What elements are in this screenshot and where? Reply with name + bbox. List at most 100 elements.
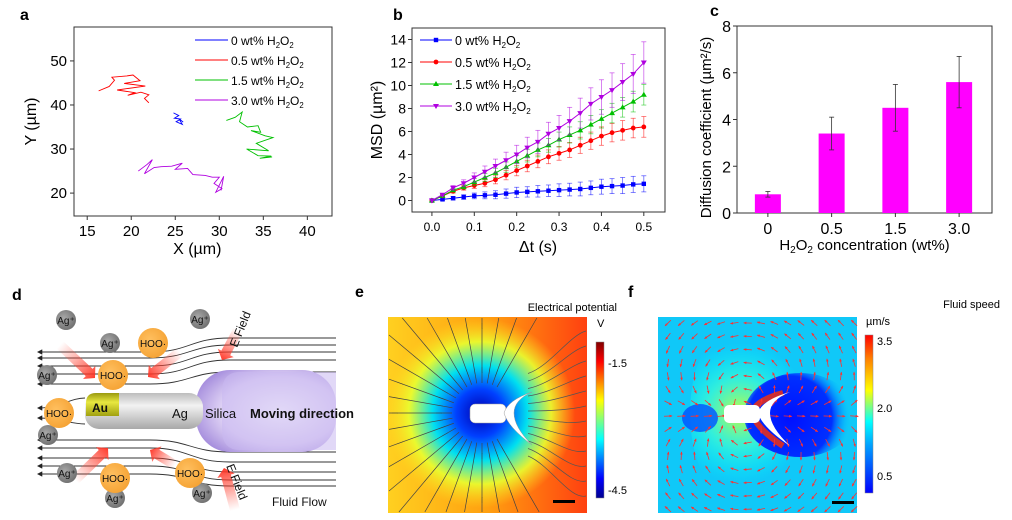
velocity-arrow	[798, 385, 804, 394]
mechanism-schematic: Au Ag Silica Moving direction Ag⁺Ag⁺Ag⁺A…	[36, 309, 354, 512]
data-point	[503, 172, 509, 178]
data-point	[599, 184, 604, 189]
velocity-arrow	[693, 451, 696, 461]
velocity-arrow	[731, 386, 738, 393]
scale-bar	[553, 500, 575, 503]
field-line	[527, 448, 587, 482]
velocity-arrow	[665, 478, 671, 487]
data-point	[492, 164, 499, 169]
velocity-arrow	[756, 347, 765, 352]
x-tick-label: 35	[255, 223, 272, 240]
velocity-arrow	[824, 426, 832, 432]
velocity-arrow	[850, 414, 859, 418]
e-field-arrow	[217, 327, 243, 361]
field-arrow	[452, 377, 457, 383]
velocity-arrow	[677, 320, 685, 327]
velocity-arrow	[837, 400, 845, 406]
e-field-arrow	[217, 467, 240, 512]
velocity-arrow	[797, 320, 805, 326]
colorbar	[864, 334, 874, 494]
field-arrow	[436, 335, 441, 341]
velocity-arrow	[851, 492, 858, 500]
velocity-arrow	[812, 345, 817, 354]
velocity-arrow	[691, 492, 698, 499]
velocity-arrow	[783, 320, 792, 326]
velocity-arrow	[852, 385, 856, 394]
field-arrow	[466, 369, 469, 376]
colorbar-unit: V	[597, 318, 605, 330]
velocity-arrow	[785, 358, 790, 367]
x-tick-label: 0.3	[551, 220, 568, 234]
velocity-arrow	[665, 345, 671, 354]
velocity-arrow	[729, 335, 739, 338]
au-segment	[86, 393, 119, 416]
x-axis-label: Δt (s)	[519, 239, 557, 256]
field-arrow	[451, 328, 454, 335]
velocity-arrow	[824, 492, 831, 500]
motor-silhouette	[724, 392, 790, 446]
y-tick-label: 50	[50, 53, 67, 70]
field-arrow	[510, 491, 513, 498]
x-tick-label: 3.0	[948, 221, 970, 238]
field-arrow	[466, 324, 468, 331]
velocity-arrow	[771, 359, 778, 367]
legend-label: 0.5 wt% H2O2	[231, 54, 304, 70]
velocity-arrow	[729, 494, 739, 498]
velocity-arrow	[692, 465, 697, 474]
velocity-arrow	[665, 438, 671, 447]
data-point	[556, 126, 563, 132]
velocity-arrow	[717, 480, 725, 485]
velocity-arrow	[786, 371, 789, 381]
velocity-arrow	[797, 332, 805, 340]
data-point	[577, 127, 584, 133]
field-arrow	[488, 452, 491, 459]
legend-label: 0 wt% H2O2	[455, 34, 521, 50]
field-arrow	[496, 324, 498, 331]
velocity-arrow	[851, 478, 857, 487]
velocity-arrow	[837, 506, 845, 513]
ag-label: Ag	[172, 406, 188, 421]
velocity-arrow	[838, 332, 844, 340]
velocity-arrow	[664, 319, 672, 327]
velocity-arrow	[799, 465, 803, 474]
velocity-arrow	[770, 414, 780, 418]
data-point	[545, 131, 552, 137]
hoo-radical-label: HOO·	[140, 339, 166, 350]
velocity-arrow	[850, 399, 858, 406]
data-point	[587, 101, 594, 107]
field-arrow	[404, 454, 410, 459]
data-point	[471, 175, 478, 181]
velocity-arrow	[851, 332, 857, 340]
data-point	[546, 154, 551, 160]
hoo-radical-label: HOO·	[100, 371, 126, 382]
velocity-arrow	[743, 361, 752, 365]
data-point	[630, 125, 636, 131]
velocity-arrow	[770, 321, 779, 325]
velocity-arrow	[703, 320, 712, 326]
data-point	[620, 183, 625, 188]
velocity-arrow	[825, 439, 830, 447]
y-tick-label: 30	[50, 141, 67, 158]
data-point	[599, 133, 604, 139]
field-arrow	[452, 443, 457, 449]
velocity-arrow	[798, 345, 804, 354]
velocity-arrow	[718, 452, 724, 460]
velocity-arrow	[810, 426, 819, 432]
velocity-arrow	[838, 385, 844, 394]
y-tick-label: 8	[722, 19, 731, 36]
velocity-arrow	[756, 507, 766, 511]
data-point	[525, 189, 530, 195]
velocity-arrow	[799, 438, 803, 447]
data-point	[493, 177, 498, 183]
ions: Ag⁺ Ag⁺ Ag⁺ Ag⁺ Ag⁺ Ag⁺ Ag⁺ Ag⁺ HOO· HOO· HOO· HOO·…	[37, 309, 212, 508]
velocity-arrow	[717, 347, 725, 352]
silica-inner	[222, 372, 336, 450]
velocity-arrow	[756, 480, 765, 485]
ag-ion	[192, 483, 212, 503]
panel-label-d: d	[12, 287, 22, 304]
panel-label-f: f	[628, 284, 634, 301]
e-field-arrow	[71, 447, 109, 484]
data-point	[450, 185, 457, 191]
y-tick-label: 8	[398, 101, 406, 117]
field-arrow	[424, 477, 429, 482]
